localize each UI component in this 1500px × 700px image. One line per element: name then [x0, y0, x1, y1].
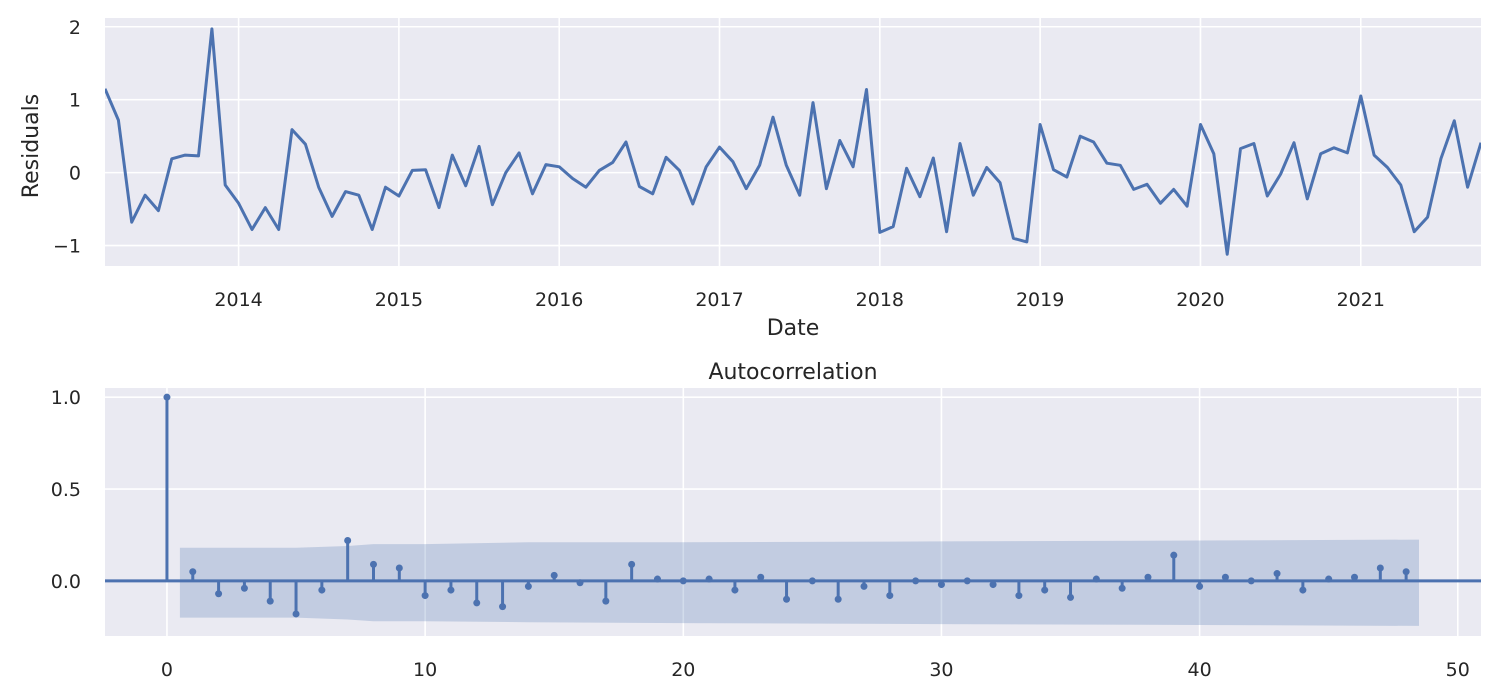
residuals-marks: [105, 27, 1481, 256]
acf-point: [318, 586, 326, 594]
acf-y-tick-label: 0.5: [51, 479, 81, 501]
residuals-y-tick-labels: −1 0 1 2: [53, 17, 81, 258]
acf-point: [292, 610, 300, 618]
acf-point: [240, 584, 248, 592]
acf-point: [602, 597, 610, 605]
acf-x-tick-label: 0: [161, 659, 173, 681]
residuals-x-tick-label: 2021: [1337, 289, 1385, 311]
residuals-plot-area: [105, 18, 1481, 266]
acf-point: [369, 560, 377, 568]
residuals-y-tick-label: 2: [69, 17, 81, 39]
autocorrelation-y-tick-labels: 0.0 0.5 1.0: [51, 387, 81, 593]
residuals-y-tick-label: 0: [69, 163, 81, 185]
acf-point: [705, 575, 713, 583]
acf-point: [395, 564, 403, 572]
acf-point: [1376, 564, 1384, 572]
acf-x-tick-label: 20: [671, 659, 695, 681]
acf-point: [783, 595, 791, 603]
acf-point: [834, 595, 842, 603]
acf-point: [757, 573, 765, 581]
acf-point: [963, 577, 971, 585]
acf-x-tick-label: 40: [1188, 659, 1212, 681]
acf-point: [499, 603, 507, 611]
acf-point: [653, 575, 661, 583]
residuals-series-line: [105, 27, 1481, 256]
residuals-x-tick-label: 2018: [856, 289, 904, 311]
acf-point: [344, 536, 352, 544]
acf-point: [1092, 575, 1100, 583]
acf-point: [989, 581, 997, 589]
residuals-y-axis-label: Residuals: [19, 94, 44, 198]
acf-point: [1402, 568, 1410, 576]
acf-point: [1273, 570, 1281, 578]
acf-point: [576, 579, 584, 587]
acf-point: [1299, 586, 1307, 594]
residuals-y-tick-label: −1: [53, 236, 81, 258]
acf-point: [886, 592, 894, 600]
acf-point: [1247, 577, 1255, 585]
acf-point: [1325, 575, 1333, 583]
acf-x-tick-label: 30: [929, 659, 953, 681]
acf-point: [1170, 551, 1178, 559]
acf-confidence-band: [179, 539, 1419, 626]
residuals-x-tick-labels: 2014 2015 2016 2017 2018 2019 2020 2021: [214, 289, 1385, 311]
acf-point: [731, 586, 739, 594]
acf-x-tick-label: 50: [1446, 659, 1470, 681]
autocorrelation-plot-area: [105, 388, 1481, 636]
acf-point: [473, 599, 481, 607]
acf-point: [215, 590, 223, 598]
acf-point: [628, 560, 636, 568]
acf-point: [1067, 593, 1075, 601]
residuals-x-tick-label: 2014: [214, 289, 262, 311]
acf-point: [421, 592, 429, 600]
residuals-x-tick-label: 2019: [1016, 289, 1064, 311]
acf-point: [1351, 573, 1359, 581]
acf-point: [447, 586, 455, 594]
acf-point: [524, 582, 532, 590]
autocorrelation-x-tick-labels: 0 10 20 30 40 50: [161, 659, 1470, 681]
residuals-x-tick-label: 2015: [375, 289, 423, 311]
residuals-x-tick-label: 2020: [1176, 289, 1224, 311]
residuals-x-axis-label: Date: [767, 316, 820, 341]
acf-point: [266, 597, 274, 605]
acf-y-tick-label: 0.0: [51, 571, 81, 593]
acf-point: [1041, 586, 1049, 594]
autocorrelation-title: Autocorrelation: [708, 360, 877, 385]
residuals-grid: [105, 18, 1481, 266]
acf-point: [1196, 582, 1204, 590]
acf-point: [912, 577, 920, 585]
acf-point: [1118, 584, 1126, 592]
residuals-x-tick-label: 2016: [535, 289, 583, 311]
autocorrelation-marks: [105, 393, 1481, 626]
residuals-x-tick-label: 2017: [695, 289, 743, 311]
acf-point: [1221, 573, 1229, 581]
acf-point: [1015, 592, 1023, 600]
acf-point: [1144, 573, 1152, 581]
acf-point: [679, 577, 687, 585]
acf-point: [550, 571, 558, 579]
residuals-y-tick-label: 1: [69, 90, 81, 112]
residuals-chart: −1 0 1 2 2014 2015 2016 2017 2018 2019 2020 2021 D…: [19, 17, 1481, 341]
acf-point: [808, 577, 816, 585]
acf-point: [860, 582, 868, 590]
acf-y-tick-label: 1.0: [51, 387, 81, 409]
autocorrelation-chart: Autocorrelation 0.0 0.5 1.0 0 10 20 30 40 50: [51, 360, 1481, 681]
acf-x-tick-label: 10: [413, 659, 437, 681]
acf-point: [163, 393, 171, 401]
acf-point: [937, 581, 945, 589]
acf-point: [189, 568, 197, 576]
